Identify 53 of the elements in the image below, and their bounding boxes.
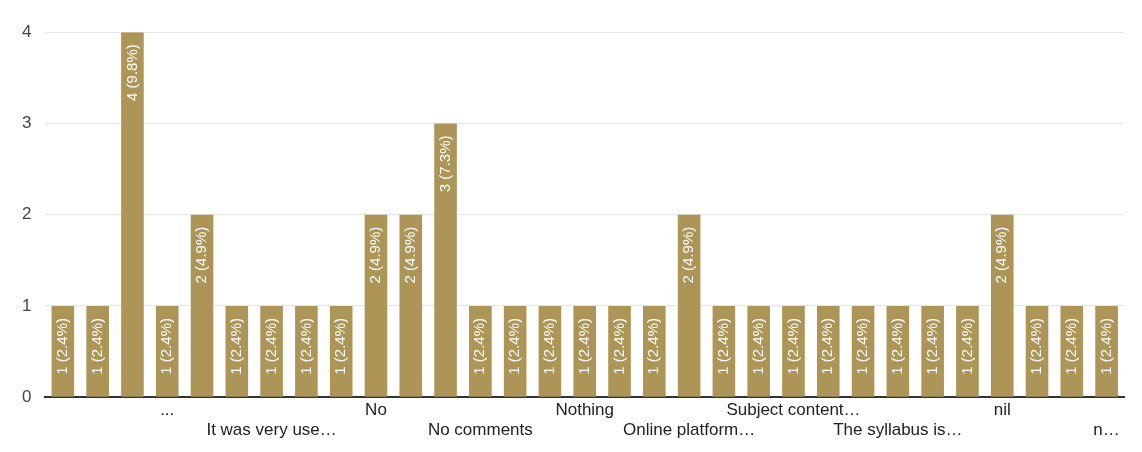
data-label: 1 (2.4%) [331, 317, 349, 375]
data-label: 1 (2.4%) [470, 317, 488, 375]
data-label: 1 (2.4%) [574, 317, 592, 375]
data-label: 2 (4.9%) [192, 226, 210, 284]
x-tick-label: n… [1093, 420, 1120, 440]
x-tick-label: Nothing [555, 400, 615, 420]
data-label: 1 (2.4%) [922, 317, 940, 375]
data-label: 1 (2.4%) [957, 317, 975, 375]
data-label: 1 (2.4%) [540, 317, 558, 375]
x-tick-label: The syllabus is… [833, 420, 963, 440]
data-label: 2 (4.9%) [992, 226, 1010, 284]
bar [990, 214, 1014, 397]
data-label: 1 (2.4%) [505, 317, 523, 375]
data-label: 1 (2.4%) [87, 317, 105, 375]
data-label: 1 (2.4%) [818, 317, 836, 375]
data-label: 3 (7.3%) [435, 135, 453, 193]
y-tick-label: 2 [21, 204, 32, 224]
x-tick-label: nil [993, 400, 1011, 420]
data-label: 1 (2.4%) [1061, 317, 1079, 375]
data-label: 2 (4.9%) [366, 226, 384, 284]
data-label: 1 (2.4%) [783, 317, 801, 375]
y-tick-label: 3 [21, 113, 32, 133]
bar [364, 214, 388, 397]
data-label: 1 (2.4%) [1027, 317, 1045, 375]
data-label: 1 (2.4%) [157, 317, 175, 375]
data-label: 1 (2.4%) [609, 317, 627, 375]
x-tick-label: Online platform… [622, 420, 756, 440]
x-tick-label: It was very use… [206, 420, 337, 440]
data-label: 4 (9.8%) [122, 44, 140, 101]
x-tick-label: Subject content… [726, 400, 861, 420]
y-tick-label: 1 [21, 295, 32, 315]
bar [677, 214, 701, 397]
data-label: 1 (2.4%) [714, 317, 732, 375]
bar [399, 214, 423, 397]
bar [434, 123, 457, 397]
data-label: 1 (2.4%) [644, 317, 662, 375]
y-tick-label: 0 [21, 386, 32, 406]
data-label: 1 (2.4%) [748, 317, 766, 375]
data-label: 1 (2.4%) [1096, 317, 1114, 375]
x-tick-label: ... [160, 400, 175, 420]
data-label: 2 (4.9%) [400, 226, 418, 284]
x-tick-label: No comments [427, 420, 533, 440]
data-label: 1 (2.4%) [296, 317, 314, 375]
data-label: 1 (2.4%) [887, 317, 905, 375]
data-label: 2 (4.9%) [679, 226, 697, 284]
x-tick-label: No [365, 400, 387, 420]
bar [121, 32, 144, 397]
y-tick-label: 4 [21, 21, 32, 41]
data-label: 1 (2.4%) [52, 317, 70, 375]
data-label: 1 (2.4%) [853, 317, 871, 375]
bar [190, 214, 214, 397]
data-label: 1 (2.4%) [226, 317, 244, 375]
data-label: 1 (2.4%) [261, 317, 279, 375]
